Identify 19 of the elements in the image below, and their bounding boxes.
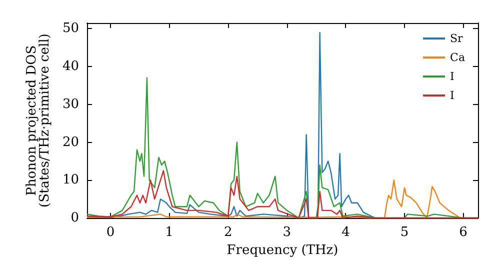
x-tick-label: 5	[400, 225, 409, 240]
legend-label: I	[450, 70, 454, 83]
legend-label: I	[450, 89, 454, 102]
y-tick-label: 10	[62, 172, 79, 188]
x-tick-label: 3	[282, 225, 292, 240]
y-tick-label: 20	[62, 134, 79, 150]
y-tick-label: 50	[62, 21, 79, 36]
y-axis-title: Phonon projected DOS (States/THz·primitive cell)	[24, 33, 53, 208]
x-tick-label: 0	[106, 225, 115, 240]
x-tick-label: 4	[342, 225, 350, 240]
legend-label: Ca	[450, 51, 466, 64]
x-tick-label: 2	[224, 225, 232, 240]
y-tick-label: 30	[62, 96, 79, 112]
y-tick-label: 0	[70, 210, 79, 226]
legend-label: Sr	[450, 32, 464, 45]
x-tick-label: 6	[459, 225, 468, 240]
x-tick-label: 1	[165, 225, 174, 240]
y-tick-label: 40	[62, 59, 79, 74]
x-axis-title: Frequency (THz)	[226, 242, 338, 258]
